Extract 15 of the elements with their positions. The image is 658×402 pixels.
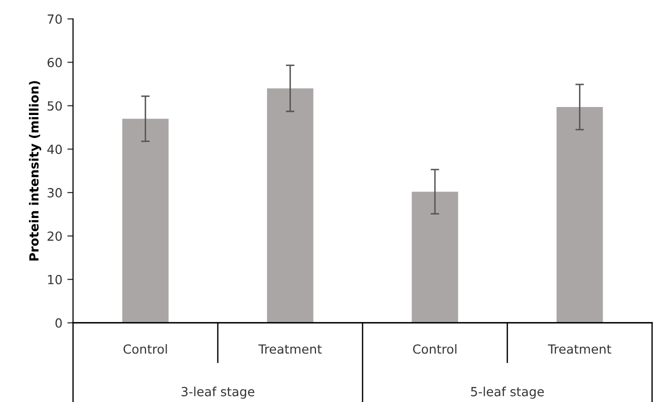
text: 5-leaf stage xyxy=(471,386,544,399)
y-tick-label: 10 xyxy=(48,274,62,284)
text: 3-leaf stage xyxy=(182,386,254,399)
x-tick-label: Control xyxy=(413,344,456,354)
x-tick-label: Treatment xyxy=(548,344,612,354)
y-tick-label: 40 xyxy=(47,144,62,154)
y-tick-label: 20 xyxy=(48,231,62,241)
y-axis-title: Protein intensity (million) xyxy=(28,81,42,261)
y-tick-label: 50 xyxy=(48,101,62,111)
y-tick-label: 30 xyxy=(48,188,62,198)
y-tick-label: 60 xyxy=(48,58,62,68)
x-tick-label: Control xyxy=(124,344,167,354)
x-tick-label: Treatment xyxy=(258,344,322,354)
y-tick-label: 70 xyxy=(48,14,62,24)
y-tick-label: 0 xyxy=(55,318,62,328)
